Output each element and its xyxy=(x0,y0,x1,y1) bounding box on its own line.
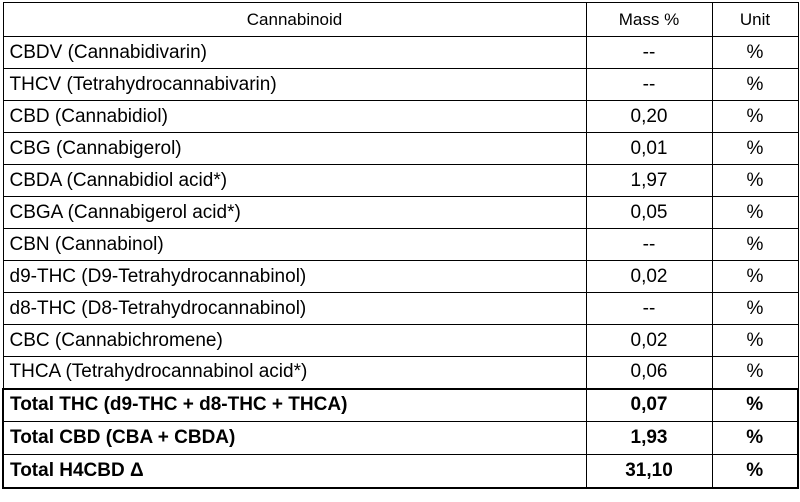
unit-cell: % xyxy=(711,100,799,133)
cannabinoid-name: CBN (Cannabinol) xyxy=(2,228,587,261)
table-row: CBDV (Cannabidivarin) -- % xyxy=(2,36,799,69)
table-row: CBC (Cannabichromene) 0,02 % xyxy=(2,324,799,357)
total-row-thc: Total THC (d9-THC + d8-THC + THCA) 0,07 … xyxy=(2,387,799,422)
total-unit: % xyxy=(711,387,799,422)
total-unit: % xyxy=(711,421,799,455)
mass-value: -- xyxy=(585,68,713,101)
total-row-h4cbd: Total H4CBD Δ 31,10 % xyxy=(2,454,799,489)
table-row: d8-THC (D8-Tetrahydrocannabinol) -- % xyxy=(2,292,799,325)
mass-value: 0,01 xyxy=(585,132,713,165)
cannabinoid-table: Cannabinoid Mass % Unit CBDV (Cannabidiv… xyxy=(2,2,799,489)
unit-cell: % xyxy=(711,260,799,293)
header-unit: Unit xyxy=(711,2,799,37)
mass-value: -- xyxy=(585,292,713,325)
cannabinoid-name: THCV (Tetrahydrocannabivarin) xyxy=(2,68,587,101)
cannabinoid-name: d8-THC (D8-Tetrahydrocannabinol) xyxy=(2,292,587,325)
total-label: Total THC (d9-THC + d8-THC + THCA) xyxy=(2,387,587,422)
table-row: d9-THC (D9-Tetrahydrocannabinol) 0,02 % xyxy=(2,260,799,293)
cannabinoid-name: CBGA (Cannabigerol acid*) xyxy=(2,196,587,229)
table-row: THCA (Tetrahydrocannabinol acid*) 0,06 % xyxy=(2,356,799,389)
header-cannabinoid: Cannabinoid xyxy=(2,2,587,37)
total-value: 31,10 xyxy=(585,454,713,489)
total-label: Total H4CBD Δ xyxy=(2,454,587,489)
table-row: CBD (Cannabidiol) 0,20 % xyxy=(2,100,799,133)
total-value: 0,07 xyxy=(585,387,713,422)
table-row: CBGA (Cannabigerol acid*) 0,05 % xyxy=(2,196,799,229)
cannabinoid-name: CBDV (Cannabidivarin) xyxy=(2,36,587,69)
unit-cell: % xyxy=(711,196,799,229)
mass-value: -- xyxy=(585,36,713,69)
unit-cell: % xyxy=(711,68,799,101)
table-row: THCV (Tetrahydrocannabivarin) -- % xyxy=(2,68,799,101)
cannabinoid-name: d9-THC (D9-Tetrahydrocannabinol) xyxy=(2,260,587,293)
mass-value: 0,05 xyxy=(585,196,713,229)
unit-cell: % xyxy=(711,132,799,165)
cannabinoid-name: CBG (Cannabigerol) xyxy=(2,132,587,165)
mass-value: 0,20 xyxy=(585,100,713,133)
unit-cell: % xyxy=(711,292,799,325)
unit-cell: % xyxy=(711,324,799,357)
table-row: CBN (Cannabinol) -- % xyxy=(2,228,799,261)
cannabinoid-name: CBD (Cannabidiol) xyxy=(2,100,587,133)
table-row: CBDA (Cannabidiol acid*) 1,97 % xyxy=(2,164,799,197)
total-value: 1,93 xyxy=(585,421,713,455)
cannabinoid-name: CBC (Cannabichromene) xyxy=(2,324,587,357)
header-mass-percent: Mass % xyxy=(585,2,713,37)
unit-cell: % xyxy=(711,356,799,389)
total-unit: % xyxy=(711,454,799,489)
mass-value: -- xyxy=(585,228,713,261)
mass-value: 0,02 xyxy=(585,260,713,293)
unit-cell: % xyxy=(711,164,799,197)
cannabinoid-name: CBDA (Cannabidiol acid*) xyxy=(2,164,587,197)
mass-value: 0,02 xyxy=(585,324,713,357)
total-label: Total CBD (CBA + CBDA) xyxy=(2,421,587,455)
unit-cell: % xyxy=(711,36,799,69)
cannabinoid-name: THCA (Tetrahydrocannabinol acid*) xyxy=(2,356,587,389)
total-row-cbd: Total CBD (CBA + CBDA) 1,93 % xyxy=(2,421,799,455)
table-row: CBG (Cannabigerol) 0,01 % xyxy=(2,132,799,165)
table-header-row: Cannabinoid Mass % Unit xyxy=(2,2,799,37)
mass-value: 0,06 xyxy=(585,356,713,389)
unit-cell: % xyxy=(711,228,799,261)
mass-value: 1,97 xyxy=(585,164,713,197)
